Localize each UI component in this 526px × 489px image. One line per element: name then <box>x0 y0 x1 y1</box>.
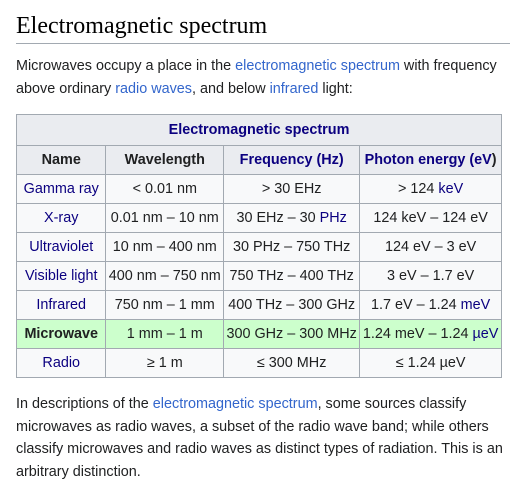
header-photon-energy: Photon energy (eV) <box>359 145 502 175</box>
energy-cell: 1.24 meV – 1.24 µeV <box>359 319 502 349</box>
intro-paragraph: Microwaves occupy a place in the electro… <box>16 55 510 100</box>
wavelength-cell: ≥ 1 m <box>105 348 225 378</box>
section-heading: Electromagnetic spectrum <box>16 0 510 44</box>
table-row: Ultraviolet 10 nm – 400 nm 30 PHz – 750 … <box>15 232 502 262</box>
link-electromagnetic-spectrum-2[interactable]: electromagnetic spectrum <box>152 396 318 412</box>
link-gamma-ray[interactable]: Gamma ray <box>23 181 99 197</box>
frequency-cell: > 30 EHz <box>223 174 361 204</box>
link-kev[interactable]: keV <box>438 181 464 197</box>
table-row: Infrared 750 nm – 1 mm 400 THz – 300 GHz… <box>15 290 502 320</box>
table-row-highlighted: Microwave 1 mm – 1 m 300 GHz – 300 MHz 1… <box>15 319 502 349</box>
table-row: Gamma ray < 0.01 nm > 30 EHz > 124 keV <box>15 174 502 204</box>
row-name-cell-current: Microwave <box>15 319 107 349</box>
link-electromagnetic-spectrum[interactable]: electromagnetic spectrum <box>235 58 400 74</box>
frequency-cell: 750 THz – 400 THz <box>223 261 361 291</box>
table-row: Visible light 400 nm – 750 nm 750 THz – … <box>15 261 502 291</box>
energy-value: 1.7 eV – 1.24 <box>370 297 461 313</box>
header-energy-label[interactable]: Photon energy ( <box>364 152 475 168</box>
link-phz[interactable]: PHz <box>319 210 347 226</box>
frequency-cell: ≤ 300 MHz <box>223 348 361 378</box>
row-name-cell: Gamma ray <box>15 174 107 204</box>
table-row: Radio ≥ 1 m ≤ 300 MHz ≤ 1.24 µeV <box>15 348 502 378</box>
frequency-cell: 400 THz – 300 GHz <box>223 290 361 320</box>
table-row: X-ray 0.01 nm – 10 nm 30 EHz – 30 PHz 12… <box>15 203 502 233</box>
header-name: Name <box>15 145 107 175</box>
outro-text-2: , some sources classify microwaves as ra… <box>16 396 503 480</box>
header-wavelength: Wavelength <box>105 145 225 175</box>
link-radio[interactable]: Radio <box>42 355 81 371</box>
energy-cell: 124 keV – 124 eV <box>359 203 502 233</box>
link-visible-light[interactable]: Visible light <box>24 268 98 284</box>
frequency-cell: 30 EHz – 30 PHz <box>223 203 361 233</box>
outro-text-1: In descriptions of the <box>16 396 153 412</box>
table-caption[interactable]: Electromagnetic spectrum <box>16 114 502 146</box>
link-infrared[interactable]: infrared <box>269 80 319 97</box>
frequency-value: 30 EHz – 30 <box>236 210 320 226</box>
table-caption-row: Electromagnetic spectrum <box>16 114 502 146</box>
frequency-cell: 30 PHz – 750 THz <box>223 232 361 262</box>
outro-paragraph: In descriptions of the electromagnetic s… <box>16 393 510 483</box>
wavelength-cell: 400 nm – 750 nm <box>105 261 225 291</box>
row-name-cell: Radio <box>15 348 107 378</box>
intro-text-2: with frequency above ordinary <box>16 58 497 97</box>
wavelength-cell: 1 mm – 1 m <box>105 319 225 349</box>
energy-cell: 124 eV – 3 eV <box>359 232 502 262</box>
row-name-cell: Infrared <box>15 290 107 320</box>
table-header-row: Name Wavelength Frequency (Hz) Photon en… <box>15 145 502 175</box>
link-x-ray[interactable]: X-ray <box>44 210 79 226</box>
intro-text-1: Microwaves occupy a place in the <box>16 58 236 74</box>
header-energy-suffix: ) <box>491 152 497 168</box>
energy-cell: 3 eV – 1.7 eV <box>359 261 502 291</box>
link-mev[interactable]: meV <box>460 297 491 313</box>
wavelength-cell: 0.01 nm – 10 nm <box>105 203 225 233</box>
link-micro-ev[interactable]: µeV <box>472 326 499 342</box>
wavelength-cell: 10 nm – 400 nm <box>105 232 225 262</box>
row-name-cell: Ultraviolet <box>15 232 107 262</box>
link-ev[interactable]: eV <box>474 152 492 168</box>
intro-text-4: light: <box>318 80 353 97</box>
wavelength-cell: < 0.01 nm <box>105 174 225 204</box>
energy-cell: ≤ 1.24 µeV <box>359 348 502 378</box>
intro-text-3: , and below <box>192 80 270 97</box>
energy-value: 1.24 meV – 1.24 <box>362 326 473 342</box>
wavelength-cell: 750 nm – 1 mm <box>105 290 225 320</box>
row-name-cell: Visible light <box>15 261 107 291</box>
link-infrared-row[interactable]: Infrared <box>36 297 87 313</box>
energy-value: > 124 <box>397 181 439 197</box>
energy-cell: > 124 keV <box>359 174 502 204</box>
frequency-cell: 300 GHz – 300 MHz <box>223 319 361 349</box>
energy-cell: 1.7 eV – 1.24 meV <box>359 290 502 320</box>
spectrum-table: Electromagnetic spectrum Name Wavelength… <box>15 114 502 378</box>
row-name-cell: X-ray <box>15 203 107 233</box>
header-frequency[interactable]: Frequency (Hz) <box>223 145 361 175</box>
link-ultraviolet[interactable]: Ultraviolet <box>29 239 94 255</box>
link-radio-waves[interactable]: radio waves <box>115 80 192 97</box>
